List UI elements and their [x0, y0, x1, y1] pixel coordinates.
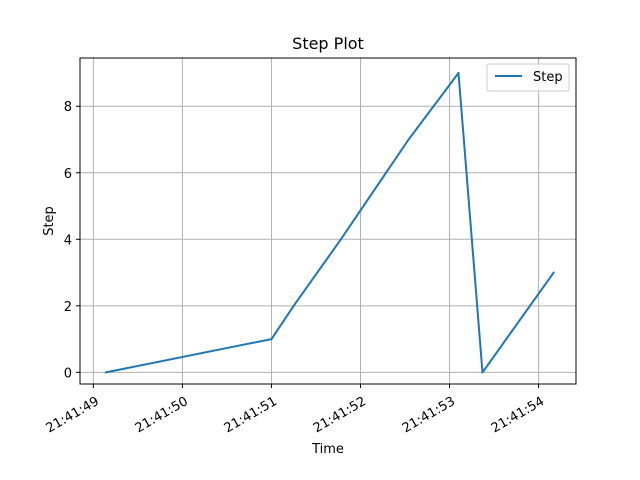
data-point — [407, 138, 410, 141]
y-tick-label: 8 — [64, 100, 72, 115]
grid — [80, 58, 576, 384]
y-axis-label: Step — [42, 206, 57, 236]
data-point — [292, 304, 295, 307]
y-tick-label: 4 — [64, 233, 72, 248]
chart-title: Step Plot — [292, 34, 364, 53]
data-point — [481, 371, 484, 374]
plot-frame — [79, 57, 577, 385]
y-tick-label: 6 — [64, 167, 72, 182]
data-point — [457, 71, 460, 74]
legend-label: Step — [533, 70, 563, 85]
data-point — [270, 338, 273, 341]
legend: Step — [486, 63, 570, 92]
data-point — [104, 371, 107, 374]
x-axis-label: Time — [311, 442, 344, 457]
y-tick-label: 0 — [64, 366, 72, 381]
series-layer — [104, 71, 555, 374]
y-tick-label: 2 — [64, 300, 72, 315]
series-line — [105, 72, 555, 374]
legend-box — [486, 63, 570, 92]
data-point — [339, 238, 342, 241]
data-point — [552, 271, 555, 274]
